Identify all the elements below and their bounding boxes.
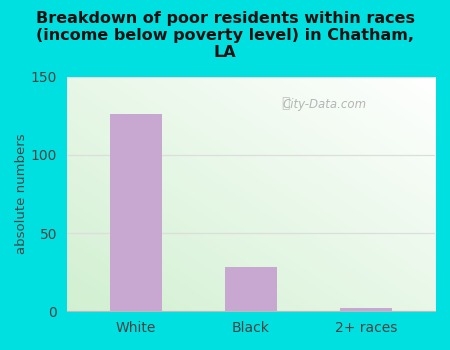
Text: City-Data.com: City-Data.com	[283, 98, 367, 111]
Text: Breakdown of poor residents within races
(income below poverty level) in Chatham: Breakdown of poor residents within races…	[36, 10, 414, 60]
Text: ⓘ: ⓘ	[282, 97, 290, 111]
Y-axis label: absolute numbers: absolute numbers	[15, 134, 28, 254]
Bar	[225, 267, 277, 311]
Bar	[110, 114, 162, 311]
Bar	[340, 308, 392, 311]
